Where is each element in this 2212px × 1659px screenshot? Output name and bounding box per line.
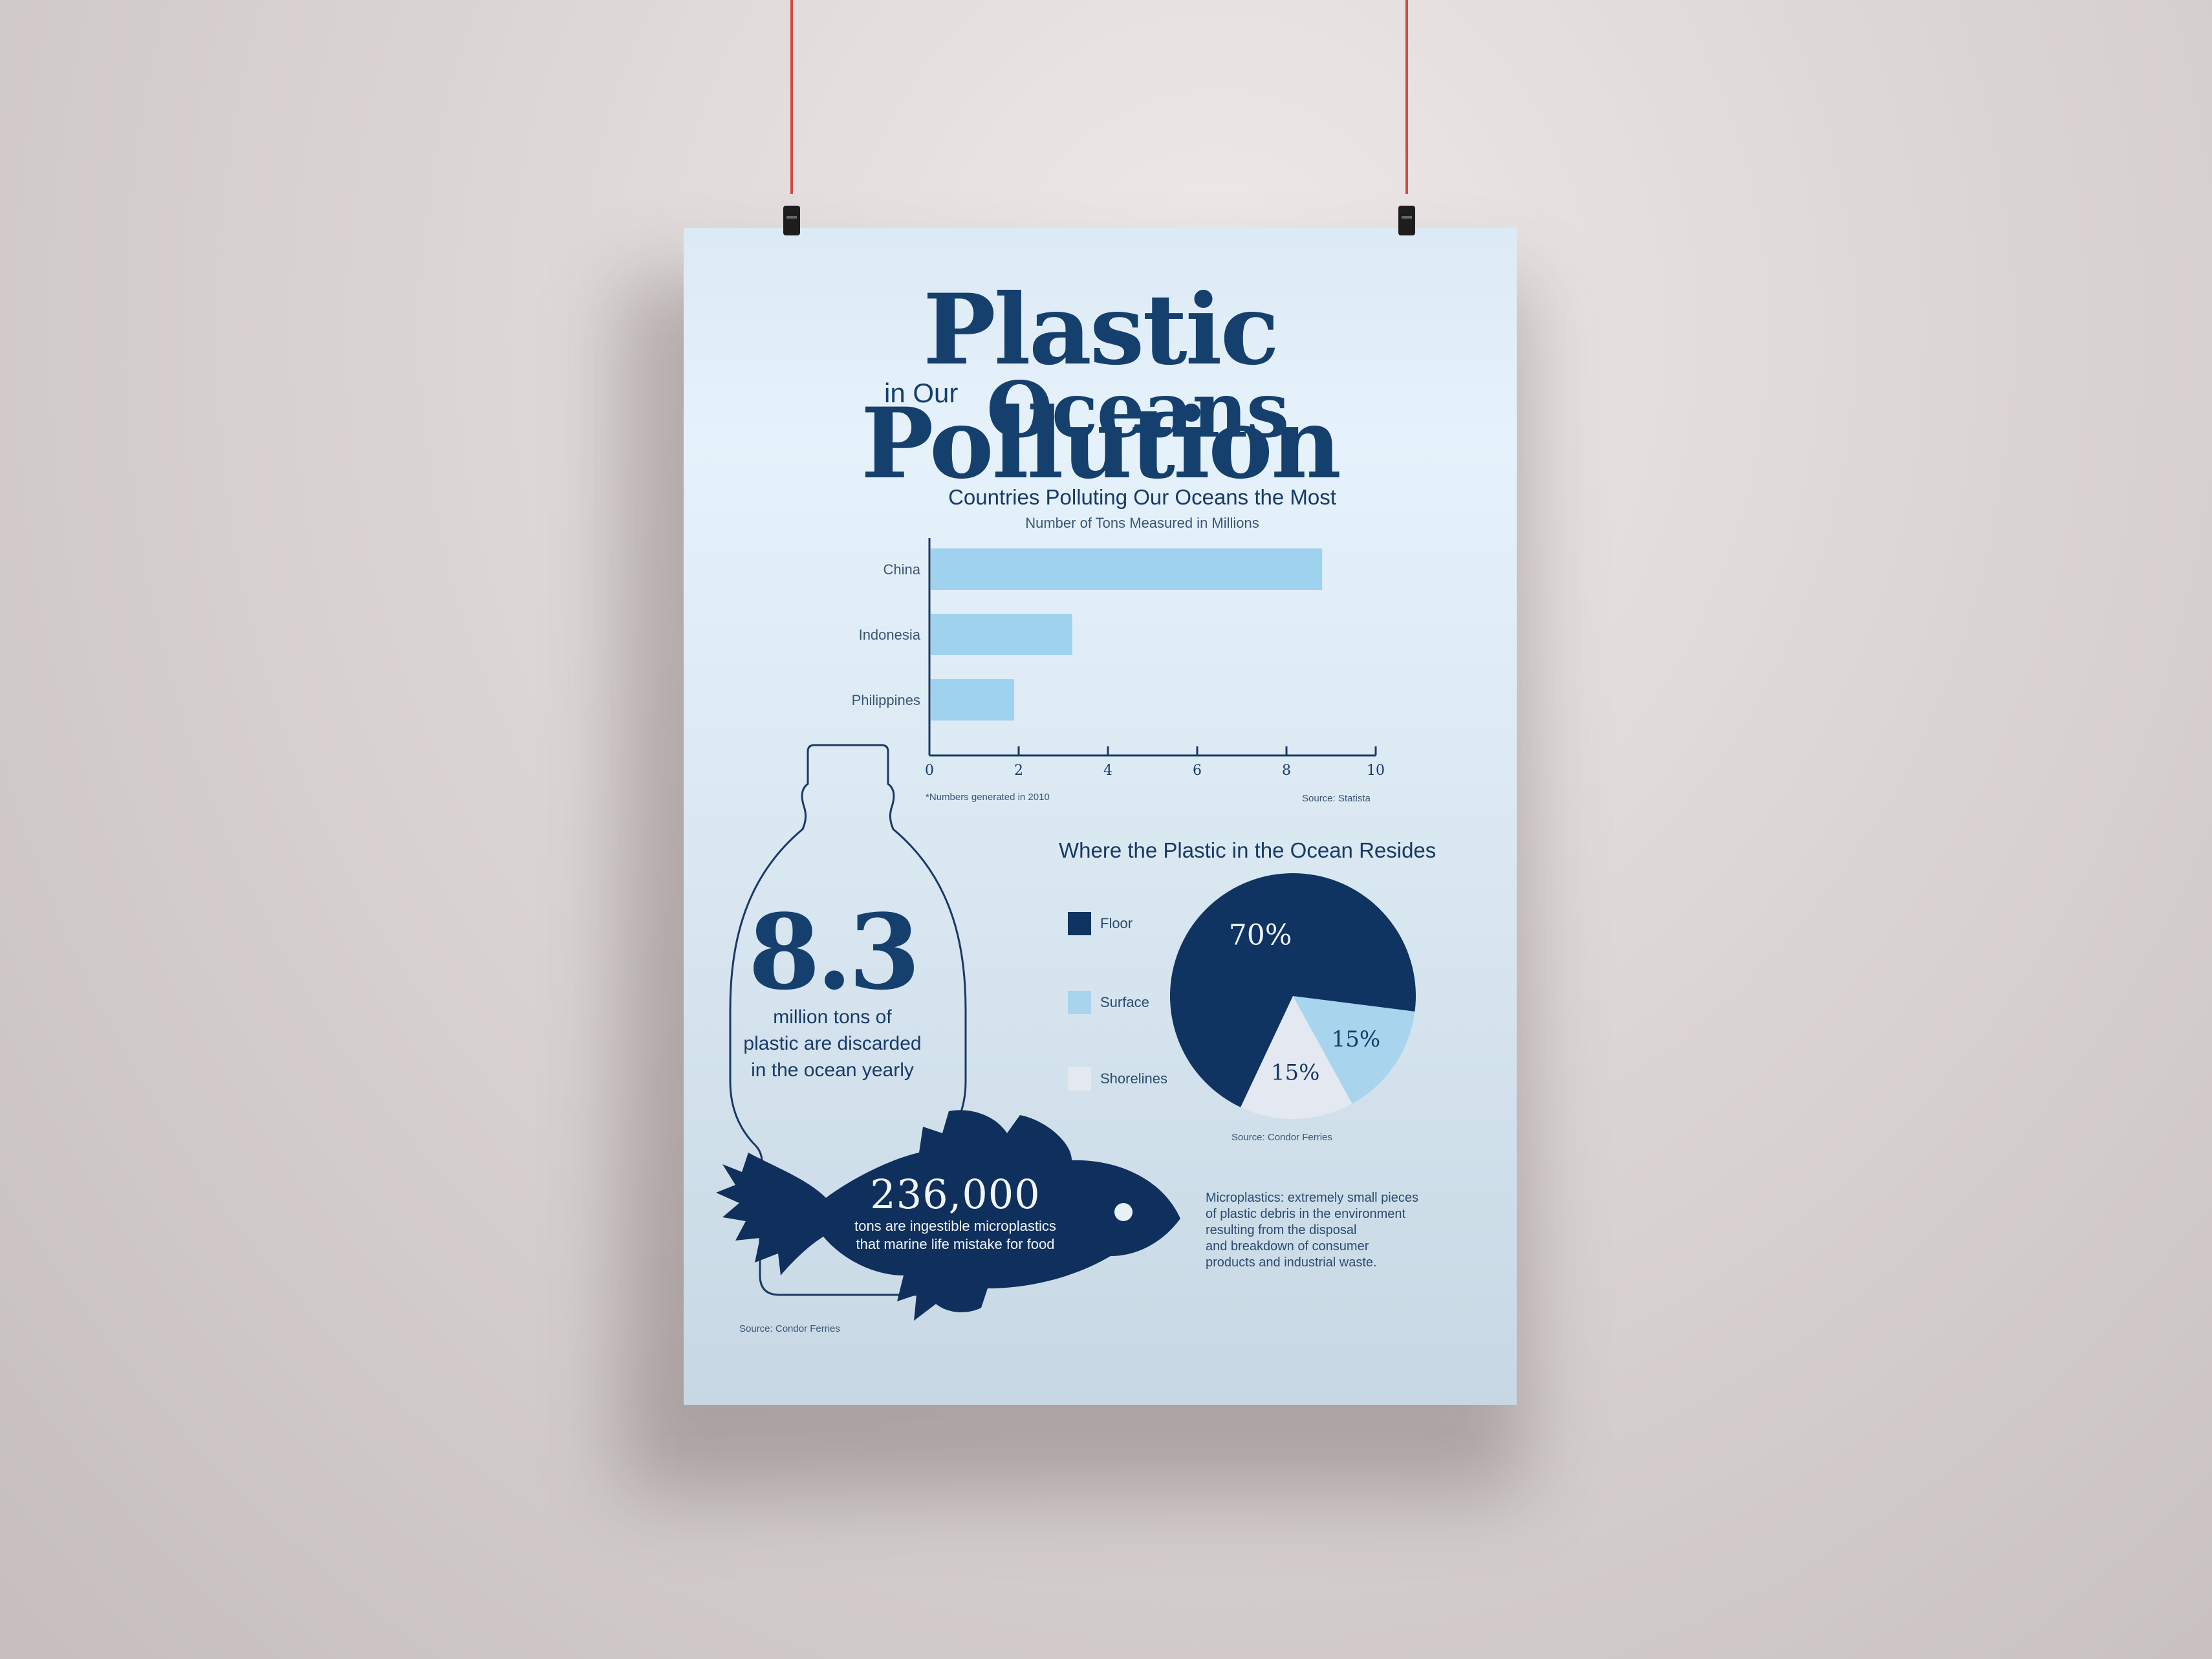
bar-philippines [931, 679, 1015, 721]
poster-title: Plastic Pollution [860, 273, 1341, 501]
bar-label-philippines: Philippines [852, 692, 920, 708]
pie-value-label-shorelines: 15% [1271, 1060, 1320, 1086]
microplastics-line3: resulting from the disposal [1206, 1223, 1357, 1237]
pie-value-label-floor: 70% [1229, 918, 1292, 951]
bar-chart-title: Countries Polluting Our Oceans the Most [948, 485, 1336, 509]
bar-tick-label-4: 4 [1103, 763, 1112, 779]
bar-tick-label-2: 2 [1014, 763, 1023, 779]
legend-swatch-floor [1068, 912, 1091, 935]
fish-eye [1114, 1203, 1133, 1221]
poster-clip-right [1398, 206, 1415, 235]
poster-title-oceans: Oceans [986, 365, 1289, 455]
pie-chart-source: Source: Condor Ferries [1231, 1132, 1332, 1143]
hanging-string-right [1405, 0, 1408, 194]
bar-label-china: China [884, 561, 921, 578]
legend-label-shorelines: Shorelines [1100, 1070, 1167, 1087]
legend-label-surface: Surface [1100, 994, 1149, 1010]
microplastics-definition: Microplastics: extremely small pieces of… [1206, 1190, 1464, 1271]
legend-swatch-shorelines [1068, 1067, 1091, 1090]
fish-silhouette [716, 1110, 1180, 1321]
pie-value-label-surface: 15% [1332, 1026, 1381, 1052]
legend-item-surface: Surface [1068, 991, 1149, 1014]
bar-tick-label-6: 6 [1193, 763, 1202, 779]
bar-indonesia [931, 614, 1072, 655]
bottle-stat-line3: in the ocean yearly [751, 1059, 914, 1081]
bottle-stat-line2: plastic are discarded [743, 1033, 922, 1054]
legend-item-floor: Floor [1068, 912, 1133, 935]
microplastics-line1: Microplastics: extremely small pieces [1206, 1191, 1418, 1205]
pie-slice-shorelines [1241, 996, 1352, 1119]
poster-clip-left [783, 206, 800, 235]
pie-slice-surface [1293, 996, 1415, 1104]
pie-slice-floor [1170, 873, 1416, 1107]
microplastics-line2: of plastic debris in the environment [1206, 1207, 1406, 1221]
bar-chart-source: Source: Statista [1302, 793, 1371, 804]
microplastics-line4: and breakdown of consumer [1206, 1239, 1369, 1253]
legend-swatch-surface [1068, 991, 1091, 1014]
bar-china [931, 548, 1323, 590]
fish-stat-line2: that marine life mistake for food [856, 1236, 1055, 1252]
bar-tick-label-0: 0 [925, 763, 934, 779]
infographic-poster: Plastic Pollution in Our Oceans Countrie… [684, 228, 1517, 1405]
bar-chart: China Indonesia Philippines 0 2 4 6 8 10 15% 15% 7… [716, 538, 1416, 1321]
bar-chart-subtitle: Number of Tons Measured in Millions [1025, 515, 1259, 531]
fish-stat-number: 236,000 [870, 1171, 1041, 1218]
microplastics-line5: products and industrial waste. [1206, 1255, 1377, 1270]
poster-title-in-our: in Our [884, 378, 959, 408]
bottle-stat-line1: million tons of [773, 1006, 892, 1028]
bar-label-indonesia: Indonesia [859, 627, 921, 643]
bar-tick-label-8: 8 [1282, 763, 1291, 779]
legend-label-floor: Floor [1100, 915, 1133, 931]
fish-stat: 236,000 tons are ingestible microplastic… [794, 1172, 1117, 1253]
hanging-string-left [790, 0, 793, 194]
bar-tick-label-10: 10 [1367, 763, 1385, 779]
bar-chart-footnote: *Numbers generated in 2010 [926, 792, 1050, 803]
fish-stat-source: Source: Condor Ferries [739, 1323, 840, 1334]
bottle-stat-number: 8.3 [748, 891, 920, 1013]
bottle-stat: 8.3 million tons of plastic are discarde… [735, 900, 929, 1083]
legend-item-shorelines: Shorelines [1068, 1067, 1167, 1090]
pie-chart-title: Where the Plastic in the Ocean Resides [1059, 838, 1437, 862]
fish-stat-line1: tons are ingestible microplastics [854, 1218, 1056, 1234]
